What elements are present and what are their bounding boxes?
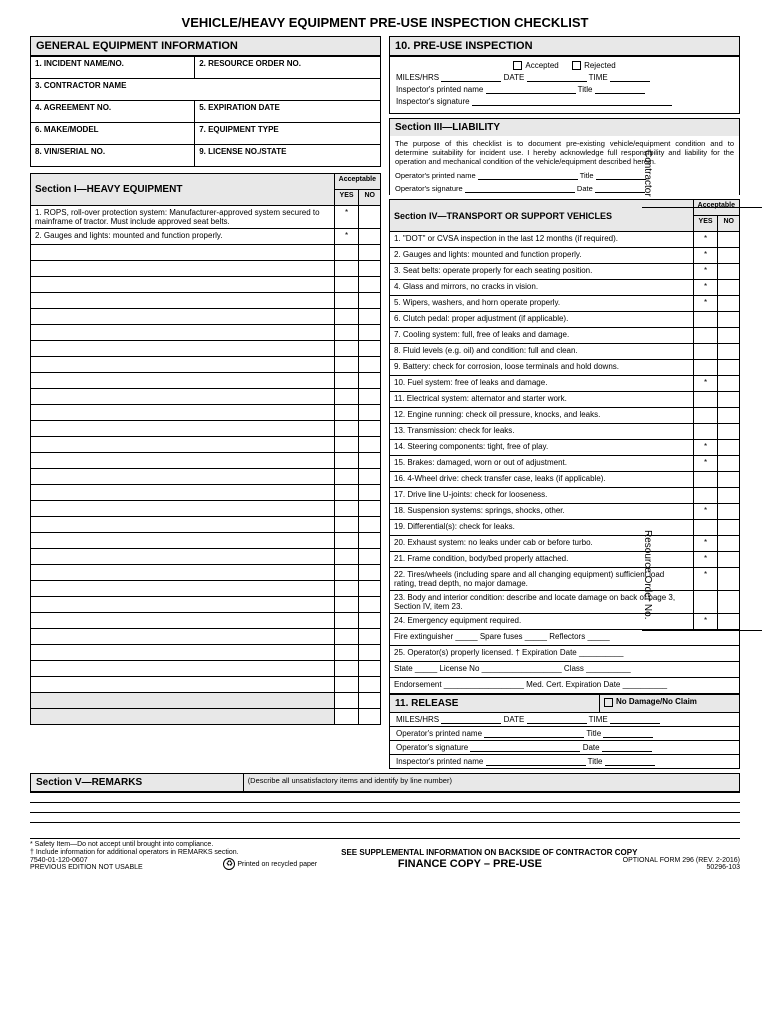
- page-title: VEHICLE/HEAVY EQUIPMENT PRE-USE INSPECTI…: [30, 15, 740, 30]
- s11-table: 11. RELEASENo Damage/No Claim: [389, 694, 740, 713]
- gen-head: GENERAL EQUIPMENT INFORMATION: [30, 36, 381, 56]
- footer: * Safety Item—Do not accept until brough…: [30, 838, 740, 871]
- remarks-table: Section V—REMARKS(Describe all unsatisfa…: [30, 773, 740, 792]
- gen-info-table: 1. INCIDENT NAME/NO.2. RESOURCE ORDER NO…: [30, 56, 381, 167]
- side-contractor: Contractor: [642, 150, 762, 208]
- preuse-box: Accepted Rejected MILES/HRS DATE TIME In…: [389, 56, 740, 114]
- side-resource: Resource Order No.: [642, 530, 762, 631]
- release-box: MILES/HRS DATE TIME Operator's printed n…: [389, 713, 740, 769]
- s3-head: Section III—LIABILITY: [389, 118, 740, 136]
- section1-table: Section I—HEAVY EQUIPMENTAcceptable YESN…: [30, 173, 381, 725]
- s10-head: 10. PRE-USE INSPECTION: [389, 36, 740, 56]
- rejected-checkbox[interactable]: [572, 61, 581, 70]
- nodamage-checkbox[interactable]: [604, 698, 613, 707]
- accepted-checkbox[interactable]: [513, 61, 522, 70]
